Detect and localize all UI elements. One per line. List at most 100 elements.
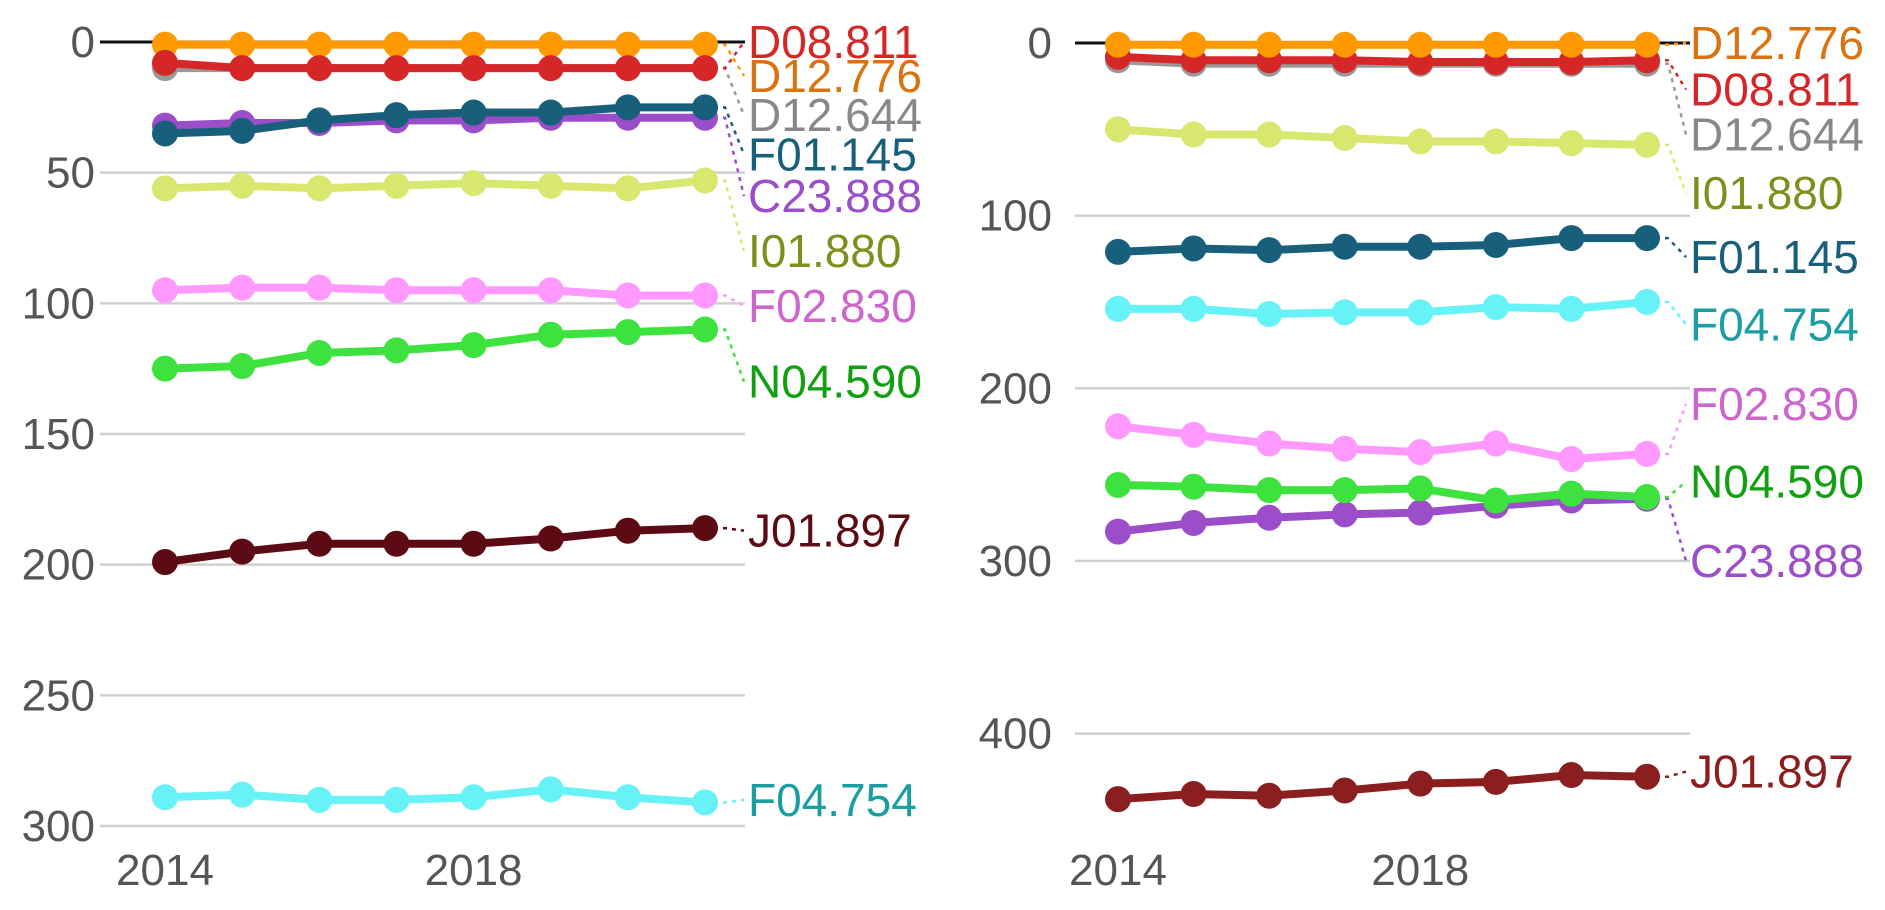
series-end-label: C23.888 [1690,535,1864,587]
data-point [1331,435,1358,462]
series-J01.897: J01.897 [152,505,912,576]
series-end-label: F01.145 [748,128,917,180]
data-point [152,49,178,76]
data-point [614,31,641,58]
data-point [1105,295,1131,322]
series-end-label: N04.590 [748,356,922,408]
data-point [1180,421,1207,448]
series-D08.811: D08.811 [152,16,919,82]
data-point [460,55,487,82]
data-point [1482,487,1509,514]
data-point [460,31,487,58]
data-point [383,786,410,813]
series-F01.145: F01.145 [152,94,917,180]
data-point [1482,231,1509,258]
data-point [1407,233,1434,260]
data-point [614,55,641,82]
data-point [537,99,564,126]
data-point [1105,31,1131,58]
data-point [229,781,256,808]
data-point [383,55,410,82]
data-point [306,107,333,134]
data-point [1331,501,1358,528]
data-point [1331,124,1358,151]
data-point [1482,294,1509,321]
label-leader-line [1647,62,1688,135]
data-point [306,339,333,366]
data-point [306,175,333,202]
data-point [1256,301,1283,328]
data-point [537,525,564,552]
y-tick-label: 300 [22,802,95,851]
data-point [1407,31,1434,58]
data-point [152,549,178,576]
data-point [537,776,564,803]
data-point [229,274,256,301]
data-point [537,172,564,199]
left-chart-panel: 0 50 100 150 200 250 300 2014 2018 F04.754 J01.897… [22,16,922,895]
data-point [152,120,178,147]
data-point [1105,413,1131,440]
y-tick-label: 50 [46,149,95,198]
data-point [537,55,564,82]
data-point [1256,31,1283,58]
series-F04.754: F04.754 [152,774,917,826]
data-point [1407,475,1434,502]
right-chart-panel: 0 100 200 300 400 2014 2018 J01.897 C23.888 N04.5… [979,17,1864,895]
data-point [1331,777,1358,804]
data-point [306,786,333,813]
data-point [1105,238,1131,265]
label-leader-line [705,179,746,252]
y-tick-label: 100 [22,279,95,328]
data-point [229,55,256,82]
data-point [152,175,178,202]
data-point [1180,295,1207,322]
series-end-label: F01.145 [1690,231,1859,283]
data-point [1482,31,1509,58]
label-leader-line [705,526,745,532]
series-N04.590: N04.590 [1105,456,1864,514]
data-point [1407,499,1434,526]
data-point [537,31,564,58]
series-end-label: D12.776 [748,50,922,102]
data-point [460,784,487,811]
data-point [614,94,641,121]
series-end-label: I01.880 [1690,167,1843,219]
label-leader-line [1647,497,1688,562]
data-point [1105,786,1131,813]
label-leader-line [1647,143,1688,194]
data-point [1407,299,1434,326]
data-point [1256,504,1283,531]
label-leader-line [1647,236,1687,258]
y-tick-label: 100 [979,192,1052,241]
y-tick-label: 0 [1028,19,1052,68]
data-point [1331,477,1358,504]
data-point [537,321,564,348]
data-point [1482,430,1509,457]
series-end-label: J01.897 [748,505,912,557]
label-leader-line [1647,41,1687,46]
data-point [1331,233,1358,260]
data-point [152,277,178,304]
series-F04.754: F04.754 [1105,288,1859,350]
series-D08.811: D08.811 [1105,43,1861,116]
label-leader-line [1647,480,1687,499]
series-D12.776: D12.776 [152,31,922,102]
series-I01.880: I01.880 [1105,116,1843,219]
y-tick-label: 300 [979,537,1052,586]
series-I01.880: I01.880 [152,167,901,277]
label-leader-line [705,106,746,155]
x-tick-label: 2018 [1371,846,1469,895]
data-point [460,530,487,557]
data-point [614,517,641,544]
data-point [229,538,256,565]
data-point [1105,518,1131,545]
data-point [383,530,410,557]
x-tick-label: 2014 [116,846,214,895]
data-point [383,172,410,199]
series-end-label: D12.776 [1690,17,1864,69]
label-leader-line [1647,300,1687,326]
data-point [1558,225,1585,252]
data-point [537,277,564,304]
series-F01.145: F01.145 [1105,225,1859,283]
